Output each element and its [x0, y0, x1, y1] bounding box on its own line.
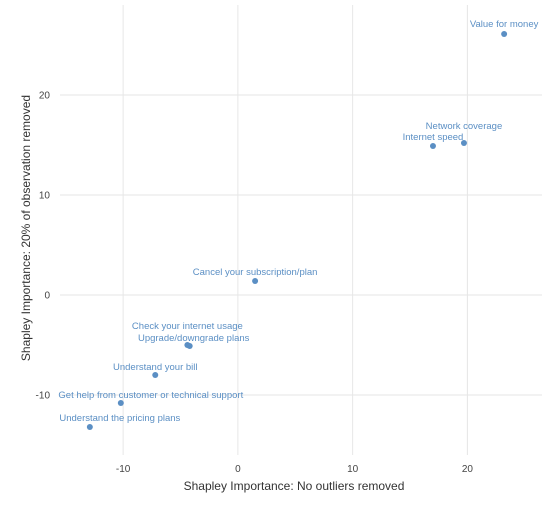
x-tick-label: 0	[235, 464, 241, 475]
x-tick-label: 20	[462, 464, 474, 475]
data-point[interactable]	[501, 31, 508, 37]
point-label: Upgrade/downgrade plans	[138, 333, 250, 344]
point-label: Check your internet usage	[132, 321, 243, 332]
point-label: Get help from customer or technical supp…	[58, 390, 243, 401]
data-point[interactable]	[152, 372, 159, 378]
point-label: Understand your bill	[113, 362, 198, 373]
horizontal-gridlines	[60, 94, 542, 396]
vertical-gridlines	[122, 5, 468, 455]
y-tick-label: 20	[39, 91, 51, 102]
x-tick-labels: -10 0 10 20	[116, 464, 474, 475]
point-label: Value for money	[470, 19, 539, 30]
data-points	[86, 31, 508, 430]
data-point[interactable]	[460, 140, 467, 146]
y-axis-title: Shapley Importance: 20% of observation r…	[19, 95, 33, 361]
y-tick-label: 0	[44, 291, 50, 302]
data-point[interactable]	[86, 424, 93, 430]
point-label: Cancel your subscription/plan	[193, 267, 318, 278]
data-point[interactable]	[186, 343, 193, 349]
y-tick-label: -10	[36, 391, 51, 402]
point-label: Network coverage	[426, 121, 503, 132]
data-point[interactable]	[252, 278, 259, 284]
data-point[interactable]	[117, 400, 124, 406]
point-label: Understand the pricing plans	[59, 413, 180, 424]
x-axis-title: Shapley Importance: No outliers removed	[184, 479, 405, 493]
x-tick-label: 10	[347, 464, 359, 475]
data-point[interactable]	[429, 143, 436, 149]
y-tick-label: 10	[39, 191, 51, 202]
point-label: Internet speed	[403, 132, 464, 143]
point-labels: Value for money Network coverageInternet …	[58, 19, 538, 424]
y-tick-labels: -10 0 10 20	[36, 91, 51, 402]
x-tick-label: -10	[116, 464, 131, 475]
